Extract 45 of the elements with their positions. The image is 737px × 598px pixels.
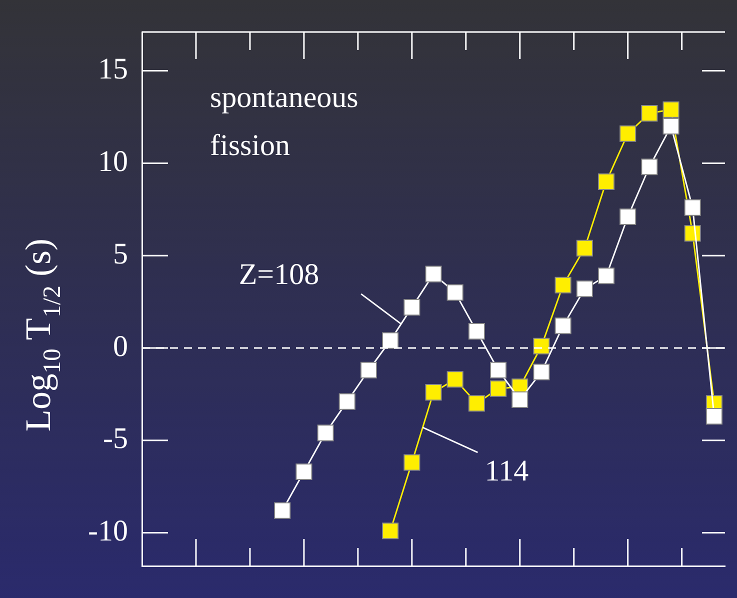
point	[317, 424, 334, 442]
point	[425, 266, 442, 282]
point	[512, 391, 528, 408]
point	[404, 454, 420, 471]
point	[662, 118, 680, 135]
y-tick-label: 5	[113, 237, 128, 270]
point	[598, 268, 615, 284]
point	[620, 125, 636, 142]
y-tick-label: 10	[98, 145, 128, 178]
y-axis-title: Log10 T1/2 (s)	[18, 238, 66, 432]
y-tick-label: 0	[113, 330, 128, 363]
point	[554, 318, 572, 334]
point	[446, 284, 464, 301]
point	[598, 173, 615, 190]
y-tick-label: 15	[98, 52, 128, 86]
point	[554, 276, 572, 294]
point	[641, 105, 658, 122]
annotation: spontaneous fission	[210, 81, 358, 162]
point	[490, 362, 507, 378]
point	[360, 362, 377, 378]
point	[684, 225, 701, 242]
point	[468, 395, 485, 412]
point	[533, 364, 550, 380]
point	[662, 101, 680, 118]
point	[425, 384, 442, 401]
point	[382, 332, 399, 349]
point	[684, 199, 701, 216]
point	[468, 323, 485, 340]
point	[338, 393, 356, 410]
point	[490, 380, 507, 397]
point	[533, 338, 550, 354]
point	[274, 502, 291, 519]
y-tick-label: -5	[103, 422, 128, 456]
point	[706, 408, 722, 425]
point	[620, 208, 636, 226]
series-label: 114	[484, 454, 529, 488]
point	[446, 371, 464, 388]
y-tick-label: -10	[88, 514, 128, 548]
point	[576, 240, 593, 256]
point	[296, 463, 312, 480]
point	[641, 158, 658, 176]
legend-label: Z=108	[238, 258, 320, 291]
point	[576, 280, 593, 298]
point	[404, 299, 420, 316]
point	[382, 522, 399, 540]
